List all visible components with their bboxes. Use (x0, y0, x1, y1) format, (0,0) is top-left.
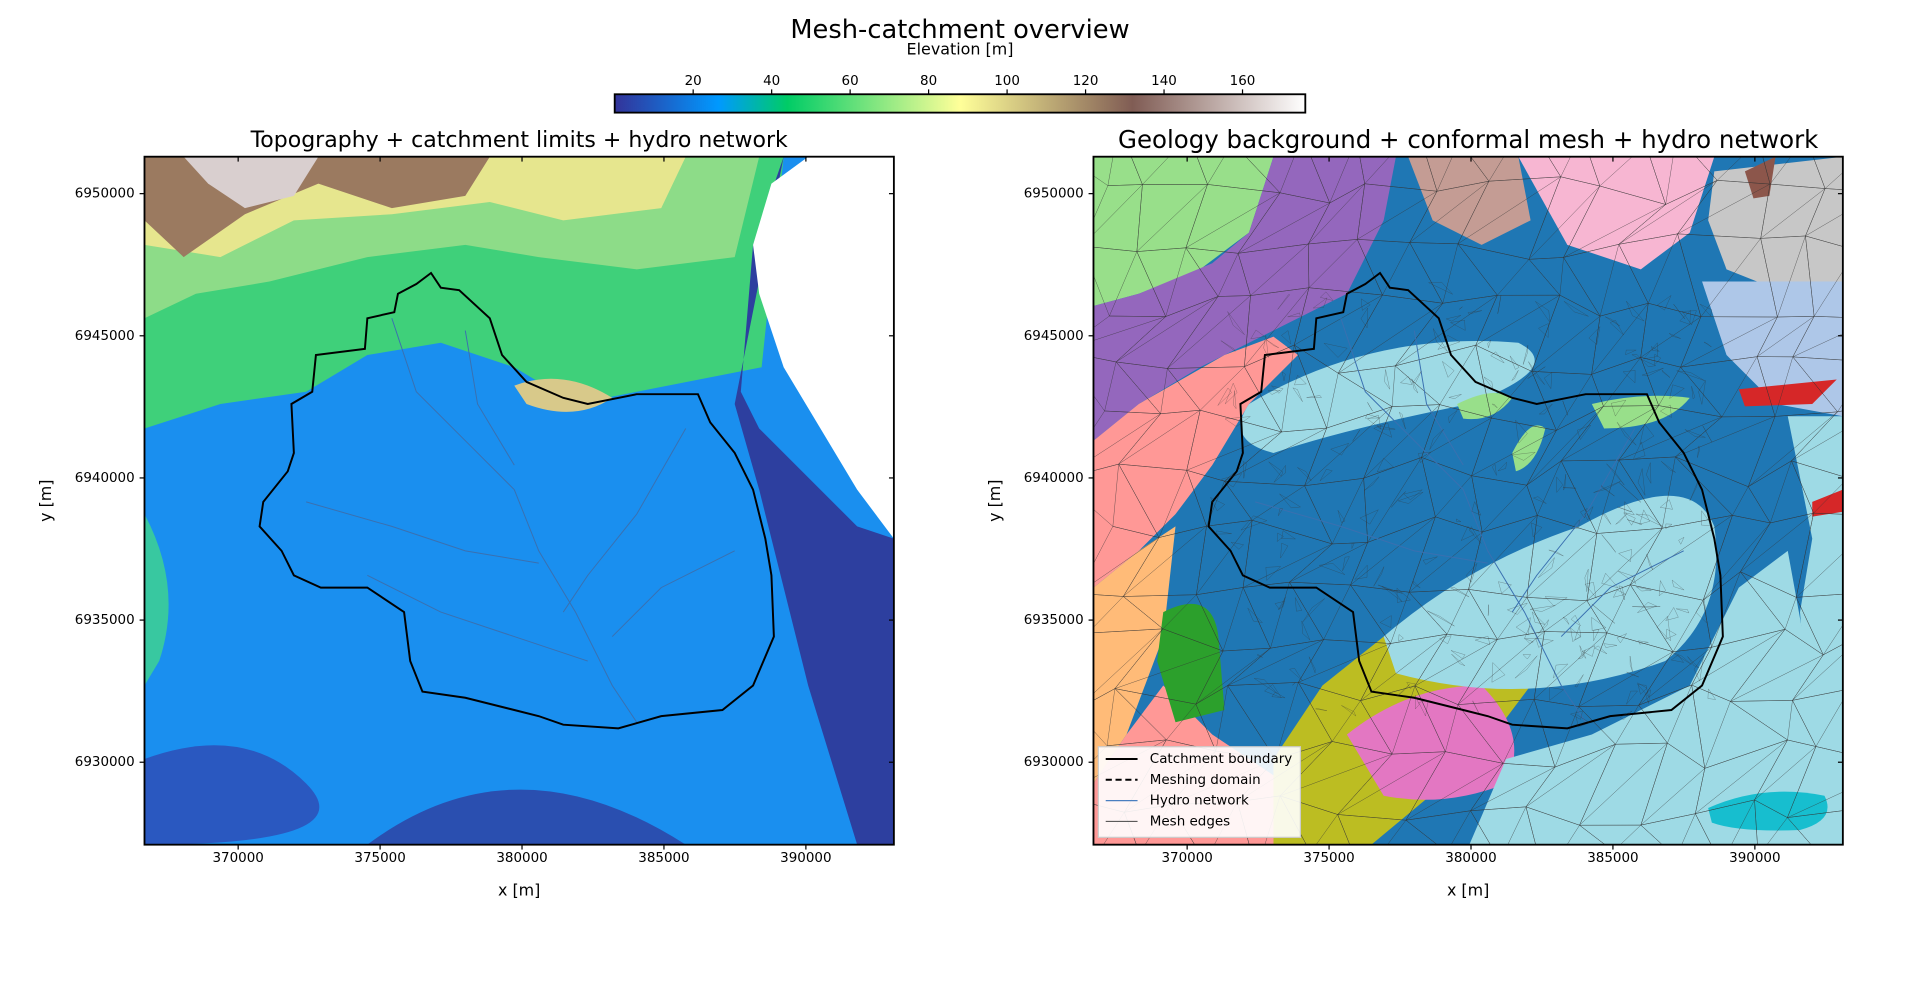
axes-frame (1092, 155, 1844, 846)
legend-label: Hydro network (1150, 794, 1249, 809)
colorbar-tick-label: 120 (1073, 74, 1099, 89)
legend-label: Meshing domain (1150, 773, 1261, 788)
x-tick-label: 380000 (1445, 851, 1496, 866)
y-tick-label: 6940000 (75, 471, 135, 486)
x-tick-label: 385000 (638, 851, 689, 866)
legend-label: Catchment boundary (1150, 752, 1292, 767)
y-tick-label: 6930000 (75, 755, 135, 770)
x-tick-label: 375000 (354, 851, 405, 866)
terrain-raster (144, 156, 894, 845)
y-tick-label: 6940000 (1024, 471, 1084, 486)
legend-box (1097, 746, 1302, 838)
colorbar-tick-label: 100 (994, 74, 1020, 89)
y-axis-label: y [m] (36, 479, 55, 521)
colorbar-tick-label: 40 (763, 74, 780, 89)
colorbar-tick-label: 160 (1230, 74, 1256, 89)
colorbar-tick-label: 80 (920, 74, 937, 89)
axes-title: Topography + catchment limits + hydro ne… (250, 128, 788, 153)
y-axis-label: y [m] (985, 479, 1004, 521)
x-tick-label: 375000 (1303, 851, 1354, 866)
colorbar (613, 93, 1307, 114)
x-tick-label: 390000 (780, 851, 831, 866)
x-tick-label: 390000 (1729, 851, 1780, 866)
colorbar-tick-label: 20 (685, 74, 702, 89)
axes-frame (143, 155, 895, 846)
y-tick-label: 6935000 (75, 613, 135, 628)
x-tick-label: 380000 (496, 851, 547, 866)
y-tick-label: 6950000 (1024, 187, 1084, 202)
axes-title: Geology background + conformal mesh + hy… (1118, 125, 1819, 154)
colorbar-label: Elevation [m] (907, 40, 1014, 59)
colorbar-tick-label: 140 (1151, 74, 1177, 89)
x-axis-label: x [m] (498, 881, 540, 900)
colorbar-tick-label: 60 (842, 74, 859, 89)
y-tick-label: 6950000 (75, 187, 135, 202)
hydro-network-left (305, 318, 735, 723)
y-tick-label: 6930000 (1024, 755, 1084, 770)
x-tick-label: 385000 (1587, 851, 1638, 866)
y-tick-label: 6945000 (1024, 329, 1084, 344)
hydro-network-right (1254, 318, 1684, 723)
figure-title: Mesh-catchment overview (790, 15, 1129, 45)
y-tick-label: 6935000 (1024, 613, 1084, 628)
x-tick-label: 370000 (1161, 851, 1212, 866)
y-tick-label: 6945000 (75, 329, 135, 344)
x-axis-label: x [m] (1447, 881, 1489, 900)
legend-label: Mesh edges (1150, 814, 1230, 829)
mesh-edges-fine (1210, 282, 1716, 728)
x-tick-label: 370000 (212, 851, 263, 866)
